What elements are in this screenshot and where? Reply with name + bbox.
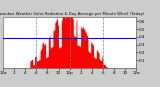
Title: Milwaukee Weather Solar Radiation & Day Average per Minute W/m2 (Today): Milwaukee Weather Solar Radiation & Day … bbox=[0, 12, 145, 16]
